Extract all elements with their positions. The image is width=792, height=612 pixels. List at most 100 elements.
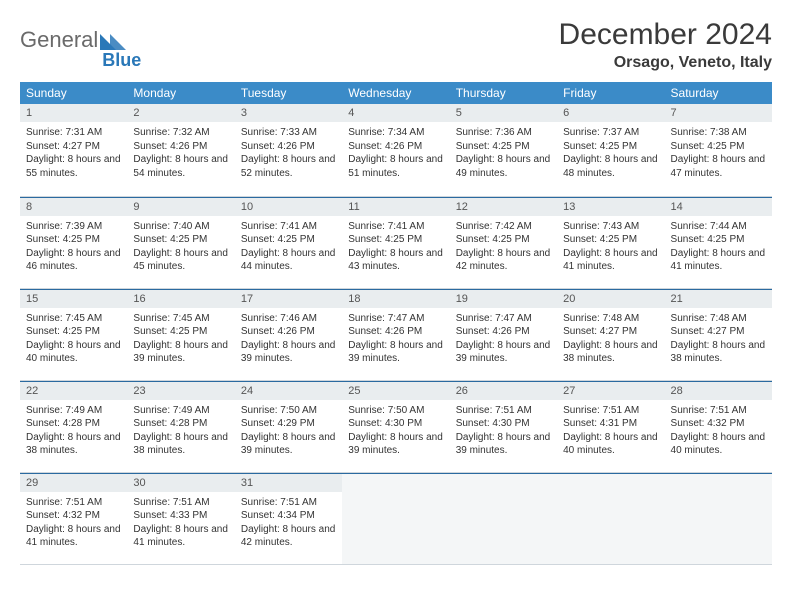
daylight-line: Daylight: 8 hours and 48 minutes.: [563, 153, 658, 180]
calendar-row: 29Sunrise: 7:51 AMSunset: 4:32 PMDayligh…: [20, 472, 772, 564]
day-cell: 2Sunrise: 7:32 AMSunset: 4:26 PMDaylight…: [127, 104, 234, 196]
day-cell: [665, 472, 772, 564]
brand-triangle-icon: [100, 30, 126, 50]
daylight-line: Daylight: 8 hours and 45 minutes.: [133, 247, 228, 274]
sunrise-line: Sunrise: 7:51 AM: [671, 404, 766, 418]
day-number: 22: [20, 381, 127, 400]
header: General Blue December 2024 Orsago, Venet…: [20, 18, 772, 72]
day-number: 27: [557, 381, 664, 400]
sunrise-line: Sunrise: 7:41 AM: [241, 220, 336, 234]
day-body: Sunrise: 7:31 AMSunset: 4:27 PMDaylight:…: [20, 122, 127, 186]
title-block: December 2024 Orsago, Veneto, Italy: [559, 18, 772, 72]
sunset-line: Sunset: 4:26 PM: [241, 140, 336, 154]
sunset-line: Sunset: 4:27 PM: [563, 325, 658, 339]
sunset-line: Sunset: 4:26 PM: [348, 140, 443, 154]
day-body: Sunrise: 7:51 AMSunset: 4:32 PMDaylight:…: [20, 492, 127, 556]
sunset-line: Sunset: 4:26 PM: [133, 140, 228, 154]
daylight-line: Daylight: 8 hours and 43 minutes.: [348, 247, 443, 274]
calendar-body: 1Sunrise: 7:31 AMSunset: 4:27 PMDaylight…: [20, 104, 772, 564]
daylight-line: Daylight: 8 hours and 41 minutes.: [671, 247, 766, 274]
day-number-empty: [665, 473, 772, 492]
daylight-line: Daylight: 8 hours and 40 minutes.: [671, 431, 766, 458]
sunset-line: Sunset: 4:25 PM: [133, 233, 228, 247]
day-body: Sunrise: 7:45 AMSunset: 4:25 PMDaylight:…: [127, 308, 234, 372]
day-number: 4: [342, 104, 449, 122]
day-cell: 12Sunrise: 7:42 AMSunset: 4:25 PMDayligh…: [450, 196, 557, 288]
day-number: 20: [557, 289, 664, 308]
brand-part1: General: [20, 27, 98, 53]
sunrise-line: Sunrise: 7:31 AM: [26, 126, 121, 140]
day-body: Sunrise: 7:47 AMSunset: 4:26 PMDaylight:…: [342, 308, 449, 372]
sunrise-line: Sunrise: 7:45 AM: [26, 312, 121, 326]
brand-logo: General Blue: [20, 18, 145, 61]
day-body: Sunrise: 7:41 AMSunset: 4:25 PMDaylight:…: [342, 216, 449, 280]
day-cell: 22Sunrise: 7:49 AMSunset: 4:28 PMDayligh…: [20, 380, 127, 472]
sunrise-line: Sunrise: 7:47 AM: [348, 312, 443, 326]
day-number: 30: [127, 473, 234, 492]
day-cell: 9Sunrise: 7:40 AMSunset: 4:25 PMDaylight…: [127, 196, 234, 288]
day-body: Sunrise: 7:36 AMSunset: 4:25 PMDaylight:…: [450, 122, 557, 186]
day-number: 10: [235, 197, 342, 216]
day-body: Sunrise: 7:40 AMSunset: 4:25 PMDaylight:…: [127, 216, 234, 280]
sunset-line: Sunset: 4:27 PM: [671, 325, 766, 339]
day-number: 16: [127, 289, 234, 308]
day-number: 18: [342, 289, 449, 308]
location-label: Orsago, Veneto, Italy: [559, 54, 772, 72]
sunrise-line: Sunrise: 7:51 AM: [456, 404, 551, 418]
sunrise-line: Sunrise: 7:33 AM: [241, 126, 336, 140]
weekday-header: Tuesday: [235, 82, 342, 104]
day-body: Sunrise: 7:51 AMSunset: 4:34 PMDaylight:…: [235, 492, 342, 556]
day-number: 12: [450, 197, 557, 216]
day-body: Sunrise: 7:41 AMSunset: 4:25 PMDaylight:…: [235, 216, 342, 280]
daylight-line: Daylight: 8 hours and 52 minutes.: [241, 153, 336, 180]
day-number-empty: [450, 473, 557, 492]
day-cell: 30Sunrise: 7:51 AMSunset: 4:33 PMDayligh…: [127, 472, 234, 564]
day-body: Sunrise: 7:32 AMSunset: 4:26 PMDaylight:…: [127, 122, 234, 186]
sunrise-line: Sunrise: 7:37 AM: [563, 126, 658, 140]
daylight-line: Daylight: 8 hours and 41 minutes.: [563, 247, 658, 274]
day-number: 1: [20, 104, 127, 122]
sunrise-line: Sunrise: 7:51 AM: [241, 496, 336, 510]
sunset-line: Sunset: 4:25 PM: [241, 233, 336, 247]
daylight-line: Daylight: 8 hours and 39 minutes.: [456, 431, 551, 458]
sunset-line: Sunset: 4:25 PM: [563, 140, 658, 154]
weekday-header: Monday: [127, 82, 234, 104]
sunrise-line: Sunrise: 7:34 AM: [348, 126, 443, 140]
day-cell: 15Sunrise: 7:45 AMSunset: 4:25 PMDayligh…: [20, 288, 127, 380]
day-number: 21: [665, 289, 772, 308]
day-body: Sunrise: 7:49 AMSunset: 4:28 PMDaylight:…: [127, 400, 234, 464]
day-body: Sunrise: 7:51 AMSunset: 4:31 PMDaylight:…: [557, 400, 664, 464]
daylight-line: Daylight: 8 hours and 38 minutes.: [671, 339, 766, 366]
day-cell: 5Sunrise: 7:36 AMSunset: 4:25 PMDaylight…: [450, 104, 557, 196]
weekday-header: Saturday: [665, 82, 772, 104]
day-number: 8: [20, 197, 127, 216]
calendar-grid: SundayMondayTuesdayWednesdayThursdayFrid…: [20, 82, 772, 565]
day-number: 5: [450, 104, 557, 122]
daylight-line: Daylight: 8 hours and 38 minutes.: [26, 431, 121, 458]
day-number: 9: [127, 197, 234, 216]
day-number: 11: [342, 197, 449, 216]
day-number-empty: [557, 473, 664, 492]
sunset-line: Sunset: 4:32 PM: [26, 509, 121, 523]
day-cell: 25Sunrise: 7:50 AMSunset: 4:30 PMDayligh…: [342, 380, 449, 472]
day-cell: 4Sunrise: 7:34 AMSunset: 4:26 PMDaylight…: [342, 104, 449, 196]
sunrise-line: Sunrise: 7:47 AM: [456, 312, 551, 326]
sunset-line: Sunset: 4:34 PM: [241, 509, 336, 523]
sunrise-line: Sunrise: 7:51 AM: [563, 404, 658, 418]
sunrise-line: Sunrise: 7:46 AM: [241, 312, 336, 326]
calendar-row: 1Sunrise: 7:31 AMSunset: 4:27 PMDaylight…: [20, 104, 772, 196]
day-cell: 18Sunrise: 7:47 AMSunset: 4:26 PMDayligh…: [342, 288, 449, 380]
day-cell: 16Sunrise: 7:45 AMSunset: 4:25 PMDayligh…: [127, 288, 234, 380]
sunset-line: Sunset: 4:30 PM: [456, 417, 551, 431]
sunrise-line: Sunrise: 7:51 AM: [26, 496, 121, 510]
day-cell: 20Sunrise: 7:48 AMSunset: 4:27 PMDayligh…: [557, 288, 664, 380]
weekday-header-row: SundayMondayTuesdayWednesdayThursdayFrid…: [20, 82, 772, 104]
day-number: 15: [20, 289, 127, 308]
day-body: Sunrise: 7:37 AMSunset: 4:25 PMDaylight:…: [557, 122, 664, 186]
day-body: Sunrise: 7:49 AMSunset: 4:28 PMDaylight:…: [20, 400, 127, 464]
sunrise-line: Sunrise: 7:48 AM: [563, 312, 658, 326]
daylight-line: Daylight: 8 hours and 39 minutes.: [133, 339, 228, 366]
daylight-line: Daylight: 8 hours and 44 minutes.: [241, 247, 336, 274]
day-cell: 7Sunrise: 7:38 AMSunset: 4:25 PMDaylight…: [665, 104, 772, 196]
day-number: 31: [235, 473, 342, 492]
